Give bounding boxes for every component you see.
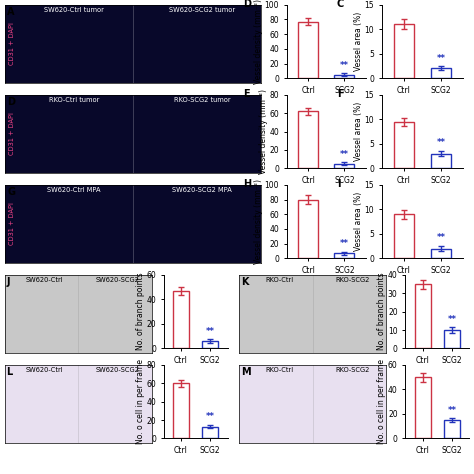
Bar bbox=[299, 111, 318, 168]
Text: **: ** bbox=[437, 233, 446, 242]
Text: **: ** bbox=[340, 61, 349, 70]
Text: SW620-SCG2: SW620-SCG2 bbox=[96, 277, 140, 283]
Bar bbox=[173, 383, 189, 438]
Y-axis label: No. o cell in per frame: No. o cell in per frame bbox=[136, 359, 145, 444]
Bar bbox=[444, 420, 460, 438]
Text: **: ** bbox=[206, 327, 215, 336]
Text: D: D bbox=[7, 97, 15, 107]
Text: SW620-Ctrl: SW620-Ctrl bbox=[26, 277, 63, 283]
Text: J: J bbox=[6, 277, 9, 287]
Y-axis label: Vessel density (mm⁻²): Vessel density (mm⁻²) bbox=[254, 0, 263, 84]
Text: SW620-Ctrl MPA: SW620-Ctrl MPA bbox=[47, 187, 100, 193]
Text: RKO-Ctrl: RKO-Ctrl bbox=[265, 367, 293, 374]
Text: F: F bbox=[337, 89, 343, 99]
Y-axis label: Vessel density (mm⁻²): Vessel density (mm⁻²) bbox=[254, 179, 263, 264]
Text: RKO-SCG2 tumor: RKO-SCG2 tumor bbox=[173, 97, 230, 103]
Bar bbox=[173, 291, 189, 348]
Text: SW620-Ctrl: SW620-Ctrl bbox=[26, 367, 63, 374]
Text: D: D bbox=[243, 0, 251, 9]
Text: RKO-Ctrl tumor: RKO-Ctrl tumor bbox=[49, 97, 99, 103]
Bar bbox=[444, 330, 460, 348]
Bar bbox=[393, 122, 414, 168]
Text: SW620-SCG2 MPA: SW620-SCG2 MPA bbox=[172, 187, 232, 193]
Y-axis label: Vessel area (%): Vessel area (%) bbox=[354, 192, 363, 251]
Bar bbox=[415, 377, 431, 438]
Bar bbox=[335, 253, 354, 258]
Text: A: A bbox=[7, 7, 15, 17]
Text: SW620-SCG2: SW620-SCG2 bbox=[96, 367, 140, 374]
Text: M: M bbox=[241, 367, 250, 377]
Bar bbox=[415, 284, 431, 348]
Text: **: ** bbox=[447, 406, 456, 415]
Text: SW620-SCG2 tumor: SW620-SCG2 tumor bbox=[169, 7, 235, 13]
Text: CD31 + DAPI: CD31 + DAPI bbox=[9, 202, 15, 246]
Bar bbox=[202, 341, 218, 348]
Bar bbox=[335, 164, 354, 168]
Bar bbox=[431, 248, 451, 258]
Bar bbox=[299, 22, 318, 78]
Text: **: ** bbox=[447, 315, 456, 324]
Bar bbox=[393, 214, 414, 258]
Text: H: H bbox=[243, 179, 251, 189]
Y-axis label: Vessel area (%): Vessel area (%) bbox=[354, 102, 363, 161]
Text: **: ** bbox=[340, 150, 349, 159]
Text: CD31 + DAPI: CD31 + DAPI bbox=[9, 22, 15, 65]
Y-axis label: Vessel area (%): Vessel area (%) bbox=[354, 12, 363, 71]
Text: SW620-Ctrl tumor: SW620-Ctrl tumor bbox=[44, 7, 104, 13]
Bar bbox=[202, 427, 218, 438]
Text: C: C bbox=[337, 0, 344, 9]
Text: **: ** bbox=[437, 54, 446, 63]
Bar bbox=[299, 200, 318, 258]
Text: RKO-SCG2: RKO-SCG2 bbox=[335, 277, 370, 283]
Text: RKO-Ctrl: RKO-Ctrl bbox=[265, 277, 293, 283]
Text: **: ** bbox=[206, 412, 215, 421]
Bar bbox=[335, 74, 354, 78]
Text: E: E bbox=[243, 89, 250, 99]
Y-axis label: No. of branch points: No. of branch points bbox=[377, 273, 386, 350]
Text: CD31 + DAPI: CD31 + DAPI bbox=[9, 112, 15, 155]
Text: G: G bbox=[7, 187, 15, 197]
Y-axis label: No. of branch points: No. of branch points bbox=[136, 273, 145, 350]
Text: **: ** bbox=[437, 138, 446, 147]
Text: **: ** bbox=[340, 239, 349, 248]
Bar bbox=[431, 154, 451, 168]
Text: L: L bbox=[6, 367, 12, 377]
Y-axis label: No. o cell in per frame: No. o cell in per frame bbox=[377, 359, 386, 444]
Text: RKO-SCG2: RKO-SCG2 bbox=[335, 367, 370, 374]
Text: I: I bbox=[337, 179, 340, 189]
Bar bbox=[393, 24, 414, 78]
Bar bbox=[431, 68, 451, 78]
Text: K: K bbox=[241, 277, 248, 287]
Y-axis label: Vessel density (mm⁻²): Vessel density (mm⁻²) bbox=[259, 89, 268, 174]
